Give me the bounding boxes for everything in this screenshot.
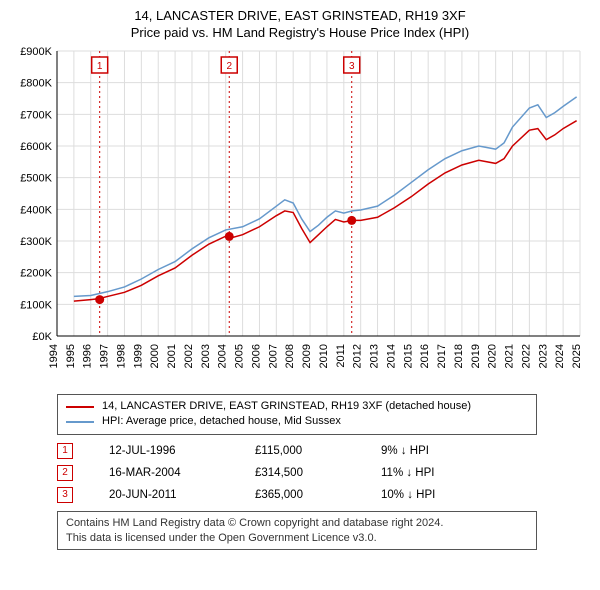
svg-text:2009: 2009 xyxy=(301,344,313,368)
svg-text:£300K: £300K xyxy=(20,236,52,248)
sale-date: 12-JUL-1996 xyxy=(109,445,219,457)
sales-row: 2 16-MAR-2004 £314,500 11% ↓ HPI xyxy=(57,465,590,481)
svg-text:2002: 2002 xyxy=(183,344,195,368)
svg-text:£400K: £400K xyxy=(20,204,52,216)
svg-text:2021: 2021 xyxy=(504,344,516,368)
svg-text:£900K: £900K xyxy=(20,46,52,58)
sale-delta: 10% ↓ HPI xyxy=(381,489,435,501)
svg-text:2023: 2023 xyxy=(537,344,549,368)
footer-line-1: Contains HM Land Registry data © Crown c… xyxy=(66,516,528,531)
svg-text:2012: 2012 xyxy=(352,344,364,368)
sale-date: 16-MAR-2004 xyxy=(109,467,219,479)
chart-title: 14, LANCASTER DRIVE, EAST GRINSTEAD, RH1… xyxy=(10,8,590,23)
footer-line-2: This data is licensed under the Open Gov… xyxy=(66,531,528,546)
svg-text:£700K: £700K xyxy=(20,109,52,121)
svg-text:2019: 2019 xyxy=(470,344,482,368)
svg-text:1997: 1997 xyxy=(99,344,111,368)
svg-text:2024: 2024 xyxy=(554,344,566,368)
sales-table: 1 12-JUL-1996 £115,000 9% ↓ HPI 2 16-MAR-2004… xyxy=(57,443,590,503)
legend-row: HPI: Average price, detached house, Mid … xyxy=(66,414,528,429)
svg-text:1998: 1998 xyxy=(115,344,127,368)
svg-text:2013: 2013 xyxy=(369,344,381,368)
legend-swatch xyxy=(66,406,94,408)
sale-marker-box: 3 xyxy=(57,487,73,503)
legend-row: 14, LANCASTER DRIVE, EAST GRINSTEAD, RH1… xyxy=(66,399,528,414)
svg-text:£200K: £200K xyxy=(20,268,52,280)
sales-row: 1 12-JUL-1996 £115,000 9% ↓ HPI xyxy=(57,443,590,459)
svg-text:1: 1 xyxy=(97,61,103,72)
chart-subtitle: Price paid vs. HM Land Registry's House … xyxy=(10,25,590,40)
sale-delta: 9% ↓ HPI xyxy=(381,445,429,457)
sale-delta: 11% ↓ HPI xyxy=(381,467,434,479)
svg-text:2011: 2011 xyxy=(335,344,347,368)
svg-text:2003: 2003 xyxy=(200,344,212,368)
svg-text:3: 3 xyxy=(349,61,355,72)
svg-text:£500K: £500K xyxy=(20,173,52,185)
svg-text:2014: 2014 xyxy=(385,344,397,368)
svg-text:2004: 2004 xyxy=(217,344,229,368)
svg-text:2016: 2016 xyxy=(419,344,431,368)
sale-marker-box: 1 xyxy=(57,443,73,459)
svg-text:£100K: £100K xyxy=(20,299,52,311)
svg-text:1999: 1999 xyxy=(132,344,144,368)
svg-text:2005: 2005 xyxy=(234,344,246,368)
legend-swatch xyxy=(66,421,94,423)
svg-text:£0K: £0K xyxy=(32,331,52,343)
svg-text:2: 2 xyxy=(226,61,232,72)
plot-area: £0K £100K £200K £300K £400K £500K £600K £700K £8… xyxy=(10,46,590,386)
sale-price: £365,000 xyxy=(255,489,345,501)
sale-date: 20-JUN-2011 xyxy=(109,489,219,501)
svg-text:2000: 2000 xyxy=(149,344,161,368)
svg-text:2010: 2010 xyxy=(318,344,330,368)
chart-container: 14, LANCASTER DRIVE, EAST GRINSTEAD, RH1… xyxy=(0,0,600,560)
chart-svg: £0K £100K £200K £300K £400K £500K £600K £700K £8… xyxy=(10,46,590,386)
sales-row: 3 20-JUN-2011 £365,000 10% ↓ HPI xyxy=(57,487,590,503)
legend-box: 14, LANCASTER DRIVE, EAST GRINSTEAD, RH1… xyxy=(57,394,537,435)
svg-text:2020: 2020 xyxy=(487,344,499,368)
svg-text:2007: 2007 xyxy=(267,344,279,368)
sale-price: £314,500 xyxy=(255,467,345,479)
legend-label: 14, LANCASTER DRIVE, EAST GRINSTEAD, RH1… xyxy=(102,399,471,414)
svg-text:2015: 2015 xyxy=(402,344,414,368)
title-block: 14, LANCASTER DRIVE, EAST GRINSTEAD, RH1… xyxy=(10,8,590,40)
svg-text:2006: 2006 xyxy=(250,344,262,368)
svg-text:£600K: £600K xyxy=(20,141,52,153)
legend-label: HPI: Average price, detached house, Mid … xyxy=(102,414,341,429)
svg-text:2001: 2001 xyxy=(166,344,178,368)
svg-text:2018: 2018 xyxy=(453,344,465,368)
footer-box: Contains HM Land Registry data © Crown c… xyxy=(57,511,537,551)
svg-text:2025: 2025 xyxy=(571,344,583,368)
svg-text:£800K: £800K xyxy=(20,78,52,90)
svg-text:2022: 2022 xyxy=(520,344,532,368)
svg-text:2017: 2017 xyxy=(436,344,448,368)
svg-text:1994: 1994 xyxy=(48,344,60,368)
svg-text:1996: 1996 xyxy=(82,344,94,368)
sale-price: £115,000 xyxy=(255,445,345,457)
svg-text:2008: 2008 xyxy=(284,344,296,368)
svg-text:1995: 1995 xyxy=(65,344,77,368)
sale-marker-box: 2 xyxy=(57,465,73,481)
